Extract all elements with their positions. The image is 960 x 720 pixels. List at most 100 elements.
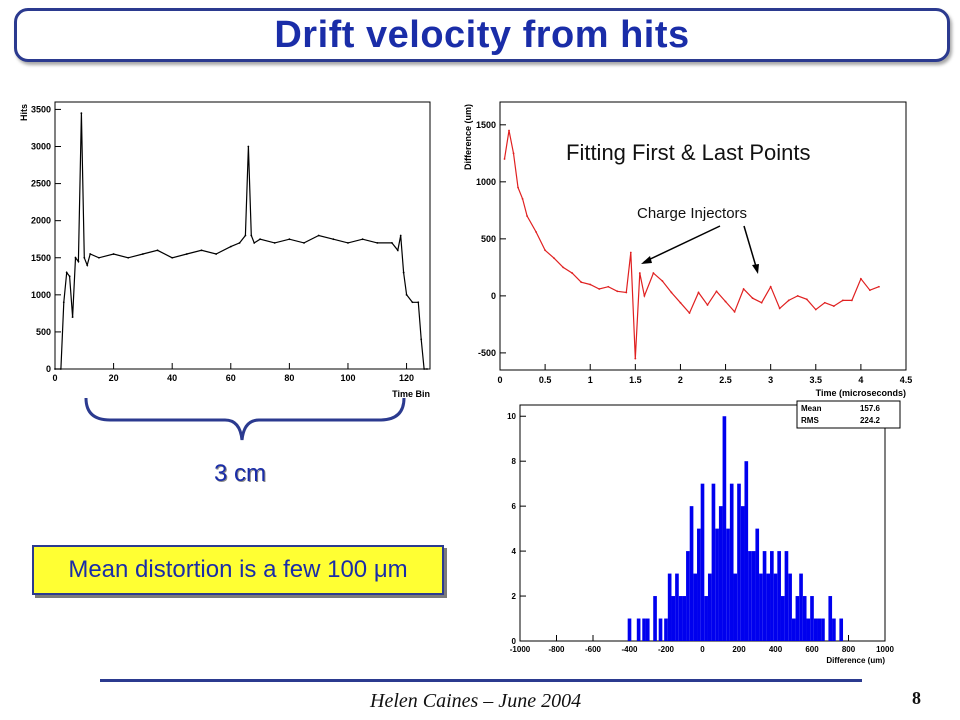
histogram-bar (740, 506, 745, 641)
histogram-bar (682, 596, 687, 641)
histogram-bar (813, 618, 818, 641)
difference-point (562, 266, 565, 269)
hits-plot-axes: 0 20 40 60 80 100 120 0 500 1000 1500 2000 2500 3000 3… (19, 104, 430, 399)
hits-point (65, 271, 68, 274)
hits-point (405, 293, 408, 296)
y-tick-label: 8 (512, 457, 517, 466)
hits-point (238, 242, 241, 244)
x-tick-label: -800 (548, 645, 565, 654)
x-tick-label: 0.5 (539, 375, 552, 385)
hits-point (259, 238, 261, 241)
fit-label: Fitting First & Last Points (566, 140, 811, 165)
difference-point (742, 288, 745, 290)
x-tick-label: -1000 (510, 645, 531, 654)
difference-histogram: -1000 -800 -600 -400 -200 0 200 400 600 800 1000 0 2… (507, 400, 901, 665)
x-tick-label: 200 (732, 645, 746, 654)
y-tick-label: 4 (512, 547, 517, 556)
histogram-bar (653, 596, 657, 641)
hits-point (62, 301, 65, 304)
histogram-bar (704, 596, 708, 641)
difference-point (580, 281, 583, 284)
difference-point (643, 294, 646, 297)
difference-point (841, 299, 844, 302)
y-axis-title: Difference (um) (463, 104, 473, 170)
hits-point (171, 256, 174, 259)
y-tick-label: 0 (512, 637, 517, 646)
hits-point (426, 368, 428, 370)
stats-mean-value: 157.6 (860, 404, 881, 413)
histogram-bar (718, 506, 723, 641)
y-tick-label: 2500 (31, 179, 51, 189)
stats-rms-label: RMS (801, 416, 819, 425)
x-tick-label: 40 (167, 373, 177, 383)
histogram-bar (636, 618, 641, 641)
histogram-bar (806, 618, 811, 641)
histogram-bar (795, 596, 800, 641)
y-axis-title: Hits (19, 104, 29, 121)
micro-symbol: μ (373, 556, 388, 583)
hits-point (317, 234, 320, 237)
x-axis-title: Time Bin (392, 389, 430, 399)
injector-arrowhead-2 (752, 264, 759, 274)
hits-point (396, 249, 399, 252)
difference-point (508, 129, 510, 132)
hits-point (86, 264, 89, 267)
histogram-marks (627, 416, 844, 641)
difference-point (751, 297, 754, 300)
hits-point (74, 256, 77, 259)
histogram-bar (733, 573, 738, 641)
hits-point (411, 301, 414, 304)
histogram-bar (780, 596, 785, 641)
x-tick-label: 4 (858, 375, 863, 385)
difference-point (724, 300, 727, 303)
difference-point (607, 285, 610, 288)
difference-point (706, 304, 709, 306)
x-tick-label: 1 (588, 375, 593, 385)
y-tick-label: 1500 (476, 120, 496, 130)
histogram-bar (737, 483, 741, 641)
y-tick-label: 1500 (31, 253, 51, 263)
histogram-bar (762, 551, 767, 641)
x-tick-label: -200 (658, 645, 675, 654)
histogram-bar (766, 573, 771, 641)
hits-point (156, 249, 159, 252)
histogram-bar (821, 618, 825, 641)
y-tick-label: 0 (46, 364, 51, 374)
slide-title: Drift velocity from hits (274, 13, 690, 56)
histogram-bar (788, 573, 792, 641)
hits-point (89, 253, 92, 255)
x-tick-label: 2 (678, 375, 683, 385)
hits-point (391, 242, 393, 244)
hits-point (112, 253, 115, 255)
difference-point (814, 308, 817, 311)
histogram-bar (642, 618, 646, 641)
difference-point (634, 357, 637, 360)
hits-point (417, 301, 420, 304)
y-tick-label: 500 (36, 327, 51, 337)
hits-point (332, 238, 335, 241)
hits-point (185, 253, 188, 255)
difference-plot: 0 0.5 1 1.5 2 2.5 3 3.5 4 4.5 -500 0 500 1000 1500 Time… (463, 101, 912, 398)
histogram-bar (671, 596, 676, 641)
difference-point (638, 272, 641, 274)
hits-point (98, 256, 100, 259)
x-tick-label: 0 (52, 373, 57, 383)
footer-author-date: Helen Caines – June 2004 (370, 690, 582, 712)
x-tick-label: 3.5 (810, 375, 823, 385)
difference-point (512, 152, 515, 155)
histogram-bar (707, 573, 712, 641)
hits-point (68, 275, 71, 278)
mean-distortion-text: Mean distortion is a few 100 (68, 556, 374, 583)
hits-plot-frame (54, 101, 431, 370)
y-tick-label: 3000 (31, 142, 51, 152)
x-axis-title: Time (microseconds) (816, 388, 906, 398)
y-tick-label: 1000 (31, 290, 51, 300)
histogram-bar (700, 483, 705, 641)
x-tick-label: 1000 (876, 645, 894, 654)
histogram-bar (697, 528, 701, 641)
hits-point (80, 112, 83, 115)
x-axis-title: Difference (um) (826, 656, 885, 665)
injector-arrow-1 (643, 225, 721, 263)
difference-point (688, 312, 691, 314)
histogram-bar (658, 618, 663, 641)
